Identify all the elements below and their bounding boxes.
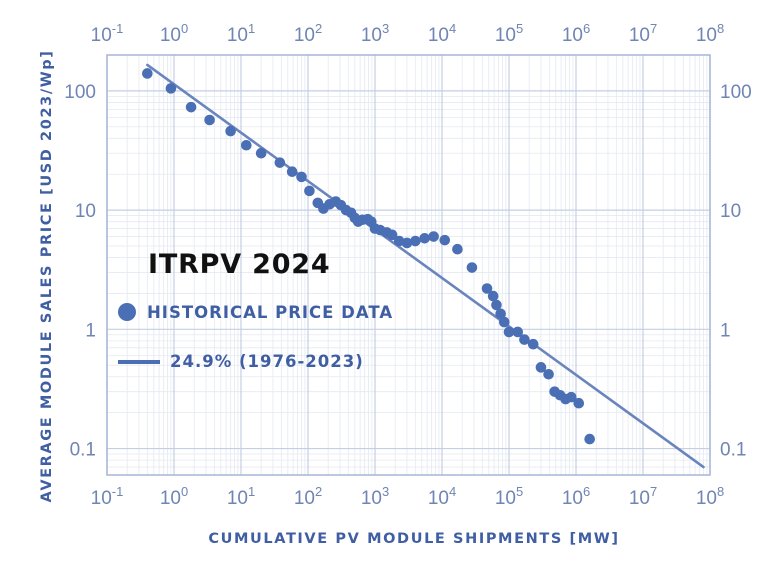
- x-tick-label-top: 106: [562, 21, 590, 46]
- x-tick-label-top: 100: [160, 21, 188, 46]
- y-axis-title: AVERAGE MODULE SALES PRICE [USD 2023/Wp]: [39, 49, 55, 502]
- price-data-point: [543, 368, 554, 380]
- price-data-point: [274, 157, 286, 168]
- price-data-point: [535, 362, 547, 373]
- price-data-point: [225, 125, 236, 137]
- price-data-point: [204, 114, 215, 126]
- x-tick-label-top: 102: [294, 21, 322, 46]
- y-tick-label-left: 0.1: [70, 440, 96, 461]
- legend: HISTORICAL PRICE DATA 24.9% (1976-2023): [118, 303, 393, 371]
- x-tick-label-bottom: 105: [495, 484, 523, 509]
- y-tick-label-right: 100: [720, 82, 752, 103]
- price-data-point: [165, 83, 177, 94]
- y-tick-labels-right: 0.1 1 10 100: [720, 82, 752, 461]
- price-data-point: [241, 139, 252, 151]
- price-data-point: [286, 166, 298, 177]
- price-data-point: [410, 235, 421, 247]
- legend-scatter-label: HISTORICAL PRICE DATA: [147, 303, 393, 322]
- price-data-point: [481, 283, 493, 294]
- price-data-point: [565, 391, 577, 403]
- price-data-point: [503, 326, 515, 338]
- y-tick-labels-left: 0.1 1 10 100: [64, 82, 96, 461]
- price-data-point: [487, 290, 499, 302]
- price-data-point: [296, 171, 307, 183]
- y-tick-label-left: 1: [85, 320, 96, 341]
- price-data-point: [185, 101, 197, 113]
- y-tick-label-right: 0.1: [720, 440, 746, 461]
- x-tick-label-bottom: 103: [361, 484, 389, 509]
- y-tick-label-left: 10: [75, 201, 96, 222]
- x-tick-labels-top: 10-1 100 101 102 103 104 105 106 107 108: [91, 21, 725, 46]
- y-tick-label-right: 10: [720, 201, 741, 222]
- price-data-point: [573, 397, 585, 409]
- price-data-point: [512, 326, 524, 338]
- x-tick-label-top: 107: [629, 21, 657, 46]
- x-tick-label-bottom: 101: [227, 484, 255, 509]
- price-data-point: [386, 229, 398, 241]
- historical-price-series: [142, 68, 595, 445]
- price-data-point: [491, 299, 502, 311]
- price-data-point: [428, 231, 439, 242]
- trend-line: [146, 63, 705, 469]
- legend-line-label: 24.9% (1976-2023): [170, 352, 364, 371]
- x-tick-labels-bottom: 10-1 100 101 102 103 104 105 106 107 108: [91, 484, 725, 509]
- price-data-point: [419, 233, 430, 244]
- x-tick-label-top: 10-1: [91, 21, 124, 46]
- trend-line-series: [146, 63, 705, 469]
- price-data-point: [304, 185, 315, 197]
- price-data-point: [466, 262, 478, 273]
- price-data-point: [498, 316, 510, 328]
- y-tick-label-left: 100: [64, 82, 96, 103]
- x-tick-label-bottom: 100: [160, 484, 188, 509]
- x-axis-title: CUMULATIVE PV MODULE SHIPMENTS [MW]: [208, 531, 619, 547]
- x-tick-label-top: 108: [696, 21, 724, 46]
- price-data-point: [527, 338, 539, 350]
- price-data-point: [584, 433, 595, 445]
- x-tick-label-bottom: 106: [562, 484, 590, 509]
- price-data-point: [495, 308, 506, 320]
- x-tick-label-top: 101: [227, 21, 255, 46]
- minor-gridlines: [107, 54, 710, 476]
- price-data-point: [519, 334, 530, 345]
- x-tick-label-top: 105: [495, 21, 523, 46]
- x-tick-label-bottom: 104: [428, 484, 456, 509]
- price-data-point: [255, 147, 267, 159]
- x-tick-label-top: 103: [361, 21, 389, 46]
- x-tick-label-top: 104: [428, 21, 456, 46]
- legend-scatter-marker: [118, 303, 136, 321]
- x-tick-label-bottom: 107: [629, 484, 657, 509]
- x-tick-label-bottom: 10-1: [91, 484, 124, 509]
- price-data-point: [439, 234, 451, 246]
- price-data-point: [401, 237, 413, 249]
- plot-frame: [106, 54, 711, 476]
- y-tick-label-right: 1: [720, 320, 731, 341]
- x-tick-label-bottom: 102: [294, 484, 322, 509]
- price-data-point: [142, 68, 153, 79]
- x-tick-label-bottom: 108: [696, 484, 724, 509]
- price-data-point: [452, 243, 463, 255]
- chart-title: ITRPV 2024: [148, 249, 331, 280]
